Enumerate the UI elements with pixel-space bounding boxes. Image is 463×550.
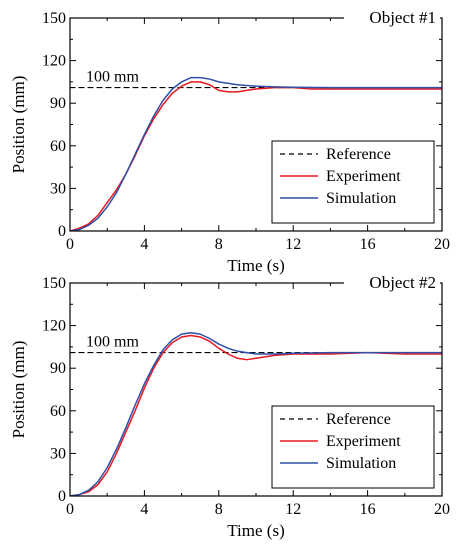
- x-axis-title: Time (s): [227, 521, 284, 540]
- y-tick-label: 150: [42, 275, 66, 292]
- legend: Reference Experiment Simulation: [271, 140, 435, 224]
- x-tick-label: 4: [140, 501, 148, 518]
- object-label-bg: [344, 273, 440, 293]
- object-label: Object #1: [369, 8, 436, 27]
- object-label-bg: [344, 8, 440, 28]
- legend-label-reference: Reference: [326, 146, 391, 163]
- x-tick-label: 20: [434, 501, 450, 518]
- series-line-simulation: [70, 331, 442, 496]
- x-tick-label: 8: [215, 501, 223, 518]
- y-tick-label: 30: [50, 180, 66, 197]
- y-tick-label: 0: [58, 223, 66, 240]
- y-tick-label: 60: [50, 138, 66, 155]
- x-tick-label: 12: [285, 501, 301, 518]
- legend: Reference Experiment Simulation: [271, 405, 435, 489]
- series-lines: [70, 76, 442, 231]
- reference-annotation: 100 mm: [86, 334, 139, 351]
- chart-panel-1: 0 4 8 12 16 20 0 30 60 90 120 150 Time (s) Position (…: [9, 8, 450, 275]
- legend-label-experiment: Experiment: [326, 168, 401, 185]
- legend-label-simulation: Simulation: [326, 190, 396, 207]
- x-tick-label: 8: [215, 236, 223, 253]
- x-tick-label: 12: [285, 236, 301, 253]
- legend-label-simulation: Simulation: [326, 455, 396, 472]
- series-line-experiment: [70, 81, 442, 231]
- x-axis-title: Time (s): [227, 256, 284, 275]
- x-tick-label: 0: [66, 501, 74, 518]
- x-tick-label: 0: [66, 236, 74, 253]
- y-tick-label: 60: [50, 403, 66, 420]
- y-axis-title: Position (mm): [9, 341, 28, 439]
- y-tick-label: 30: [50, 445, 66, 462]
- legend-box: [271, 405, 435, 489]
- x-tick-label: 20: [434, 236, 450, 253]
- legend-label-reference: Reference: [326, 411, 391, 428]
- reference-annotation: 100 mm: [86, 69, 139, 86]
- x-tick-label: 16: [360, 236, 376, 253]
- y-tick-label: 150: [42, 10, 66, 27]
- y-tick-label: 0: [58, 488, 66, 505]
- chart-panel-2: 0 4 8 12 16 20 0 30 60 90 120 150 Time (s) Position (…: [9, 273, 450, 540]
- object-label: Object #2: [369, 273, 436, 292]
- series-line-simulation: [70, 76, 442, 231]
- y-tick-label: 90: [50, 95, 66, 112]
- series-lines: [70, 331, 442, 496]
- legend-box: [271, 140, 435, 224]
- y-axis-title: Position (mm): [9, 76, 28, 174]
- x-tick-label: 16: [360, 501, 376, 518]
- series-line-experiment: [70, 334, 442, 496]
- legend-label-experiment: Experiment: [326, 433, 401, 450]
- y-tick-label: 120: [42, 318, 66, 335]
- y-tick-label: 90: [50, 360, 66, 377]
- x-tick-label: 4: [140, 236, 148, 253]
- y-tick-label: 120: [42, 53, 66, 70]
